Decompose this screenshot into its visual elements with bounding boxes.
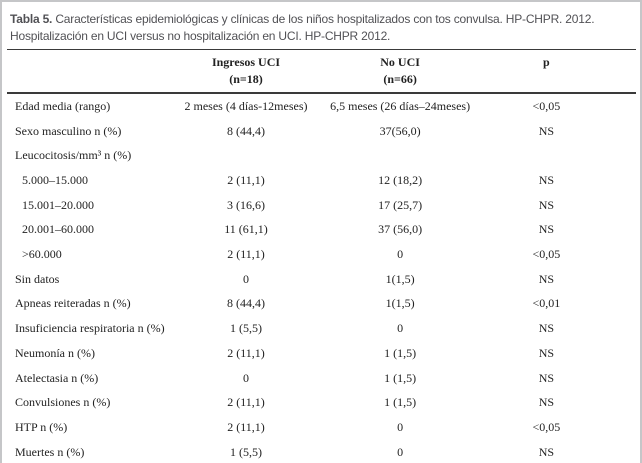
row-value: 0 <box>243 271 249 286</box>
row-label: Neumonía n (%) <box>15 345 95 360</box>
row-value <box>171 143 322 168</box>
header-line: No UCI <box>380 55 420 69</box>
row-value: 0 <box>243 370 249 385</box>
row-value: 1 (5,5) <box>230 321 262 336</box>
row-value: 1 (1,5) <box>384 395 417 410</box>
header-empty-cell <box>7 49 171 94</box>
row-value: 6,5 meses (26 días–24meses) <box>330 98 471 113</box>
table-body: Edad media (rango) 2 meses (4 días-12mese… <box>7 93 636 463</box>
row-label: Edad media (rango) <box>15 98 111 113</box>
table-header-row: Ingresos UCI (n=18) No UCI (n=66) p <box>7 49 636 94</box>
row-label: 15.001–20.000 <box>22 197 94 212</box>
row-value: 2 (11,1) <box>227 247 265 262</box>
row-value: NS <box>538 173 555 187</box>
row-value: 8 (44,4) <box>227 296 265 311</box>
row-value: 3 (16,6) <box>227 197 265 212</box>
row-label: Sexo masculino n (%) <box>15 123 122 138</box>
row-value: NS <box>538 271 555 286</box>
row-value: 0 <box>397 247 404 262</box>
table-header: Ingresos UCI (n=18) No UCI (n=66) p <box>7 49 636 94</box>
row-value: 0 <box>397 444 404 459</box>
row-value: 2 (11,1) <box>227 345 265 360</box>
row-value: 2 meses (4 días-12meses) <box>184 98 308 113</box>
row-label: Convulsiones n (%) <box>15 395 111 410</box>
table-row: >60.000 2 (11,1) 0 <0,05 <box>7 242 636 267</box>
row-label: Atelectasia n (%) <box>15 370 99 385</box>
row-value: NS <box>538 444 555 459</box>
header-line: Ingresos UCI <box>211 55 281 69</box>
row-label: Sin datos <box>15 271 60 286</box>
row-value: 1(1,5) <box>385 271 415 286</box>
row-value: 0 <box>397 321 404 336</box>
row-label: Insuficiencia respiratoria n (%) <box>15 321 165 336</box>
row-label: Leucocitosis/mm³ n (%) <box>15 148 132 163</box>
table-row: Leucocitosis/mm³ n (%) <box>7 143 636 168</box>
table-row: Apneas reiteradas n (%) 8 (44,4) 1(1,5) <0,… <box>7 291 636 316</box>
table-row: Edad media (rango) 2 meses (4 días-12mese… <box>7 93 636 119</box>
row-label: Apneas reiteradas n (%) <box>15 296 131 311</box>
row-value: NS <box>538 197 555 212</box>
row-value: NS <box>538 370 555 385</box>
row-value <box>321 143 478 168</box>
row-label: HTP n (%) <box>15 419 68 434</box>
row-value: 12 (18,2) <box>378 173 423 187</box>
row-value: 2 (11,1) <box>227 395 265 410</box>
table-caption: Tabla 5. Características epidemiológicas… <box>2 2 640 49</box>
row-value: 17 (25,7) <box>378 197 423 212</box>
table-row: Sin datos 0 1(1,5) NS <box>7 266 636 291</box>
row-value: <0,05 <box>532 247 561 262</box>
header-line: (n=66) <box>383 71 417 86</box>
row-label: >60.000 <box>22 247 62 262</box>
row-value: 2 (11,1) <box>227 173 265 187</box>
header-no-uci: No UCI (n=66) <box>321 49 479 94</box>
table-caption-text: Características epidemiológicas y clínic… <box>10 12 595 44</box>
row-value: NS <box>538 123 555 138</box>
table-caption-label: Tabla 5. <box>10 12 53 26</box>
table-row: Sexo masculino n (%) 8 (44,4) 37(56,0) NS <box>7 118 636 143</box>
table-row: 15.001–20.000 3 (16,6) 17 (25,7) NS <box>7 192 636 217</box>
row-value: <0,01 <box>532 296 561 311</box>
table-row: 20.001–60.000 11 (61,1) 37 (56,0) NS <box>7 217 636 242</box>
row-label: 5.000–15.000 <box>22 173 88 187</box>
header-p: p <box>478 49 636 94</box>
row-value: 37(56,0) <box>379 123 421 138</box>
row-value: NS <box>538 321 555 336</box>
table-row: Atelectasia n (%) 0 1 (1,5) NS <box>7 365 636 390</box>
table-row: Muertes n (%) 1 (5,5) 0 NS <box>7 439 636 463</box>
row-value: 11 (61,1) <box>224 222 268 237</box>
row-value: 37 (56,0) <box>378 222 423 237</box>
table-row: Neumonía n (%) 2 (11,1) 1 (1,5) NS <box>7 340 636 365</box>
row-label: Muertes n (%) <box>15 444 85 459</box>
row-value: NS <box>538 345 555 360</box>
row-value: NS <box>538 222 555 237</box>
header-line: (n=18) <box>229 71 263 86</box>
data-table: Ingresos UCI (n=18) No UCI (n=66) p Edad… <box>7 49 636 463</box>
table-row: Convulsiones n (%) 2 (11,1) 1 (1,5) NS <box>7 390 636 415</box>
table-row: Insuficiencia respiratoria n (%) 1 (5,5) 0… <box>7 316 636 341</box>
row-value: 1(1,5) <box>385 296 415 311</box>
row-value: <0,05 <box>532 98 561 113</box>
row-label: 20.001–60.000 <box>22 222 94 237</box>
table-row: HTP n (%) 2 (11,1) 0 <0,05 <box>7 415 636 440</box>
row-value: 8 (44,4) <box>227 123 265 138</box>
row-value: <0,05 <box>532 419 561 434</box>
row-value: 1 (1,5) <box>384 370 417 385</box>
row-value: 2 (11,1) <box>227 419 265 434</box>
table-row: 5.000–15.000 2 (11,1) 12 (18,2) NS <box>7 168 636 193</box>
row-value <box>479 143 636 168</box>
row-value: 1 (5,5) <box>230 444 262 459</box>
header-line: p <box>543 55 550 69</box>
row-value: 0 <box>397 419 404 434</box>
row-value: 1 (1,5) <box>384 345 417 360</box>
header-ingresos-uci: Ingresos UCI (n=18) <box>170 49 322 94</box>
row-value: NS <box>538 395 555 410</box>
